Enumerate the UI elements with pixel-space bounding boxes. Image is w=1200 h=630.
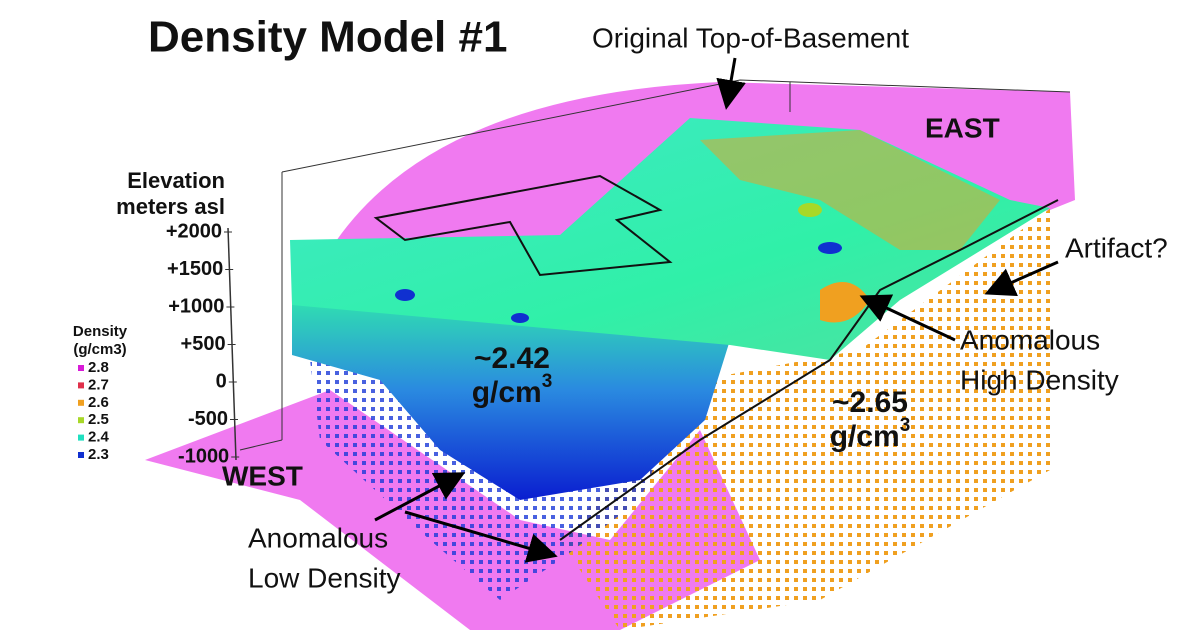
direction-label: EAST — [925, 112, 1000, 143]
annotation: Anomalous — [248, 522, 388, 553]
basement-profile — [559, 199, 1059, 541]
slab-front — [292, 300, 730, 500]
legend-title: (g/cm3) — [73, 341, 126, 358]
tick-label: -500 — [188, 408, 228, 430]
anomaly-patch — [700, 130, 1000, 250]
tick-label: +2000 — [166, 220, 222, 242]
tick-label: -1000 — [178, 445, 229, 467]
legend-swatch — [78, 365, 84, 371]
low-anomaly — [798, 203, 822, 217]
legend: 2.82.72.62.52.42.3 — [78, 359, 110, 463]
legend-label: 2.8 — [88, 359, 109, 376]
high-density-block — [560, 205, 1055, 630]
legend-label: 2.4 — [88, 429, 110, 446]
legend-swatch — [78, 399, 84, 406]
legend-swatch — [78, 417, 84, 424]
survey-outline — [373, 174, 673, 277]
annotation: Artifact? — [1065, 232, 1168, 263]
low-anomaly — [511, 313, 529, 323]
density-labels: ~2.42g/cm3~2.65g/cm3 — [472, 342, 911, 453]
legend-label: 2.5 — [88, 411, 109, 428]
legend-label: 2.7 — [88, 376, 109, 393]
low-anomaly — [818, 242, 842, 254]
title: Density Model #1 — [148, 13, 507, 62]
annotation: Anomalous — [960, 324, 1100, 355]
low-anomaly — [395, 289, 415, 301]
legend-title: Density — [73, 323, 128, 340]
legend-swatch — [78, 382, 84, 389]
legend-label: 2.6 — [88, 394, 109, 411]
annotation: Original Top-of-Basement — [592, 22, 909, 53]
direction-label: WEST — [222, 460, 303, 491]
high-anomaly — [820, 282, 870, 323]
unit: g/cm — [472, 376, 542, 409]
unit: g/cm — [830, 420, 900, 453]
legend-swatch — [78, 452, 84, 458]
density-unit: g/cm3 — [472, 371, 553, 409]
legend-label: 2.3 — [88, 446, 109, 463]
tick-label: 0 — [216, 370, 227, 392]
arrows — [374, 57, 1059, 563]
density-unit: g/cm3 — [830, 415, 911, 453]
tick-label: +500 — [181, 333, 226, 355]
tick-label: +1000 — [168, 295, 224, 317]
density-value: ~2.42 — [474, 342, 550, 375]
density-value: ~2.65 — [832, 386, 908, 419]
annotation: Low Density — [248, 562, 401, 593]
axis-ticks: +2000 +1500 +1000 +500 0 -500 -1000 — [166, 220, 240, 467]
tick-label: +1500 — [167, 258, 223, 280]
annotation: High Density — [960, 364, 1119, 395]
axis-label: Elevation — [127, 168, 225, 193]
unit-exponent: 3 — [900, 415, 911, 436]
axis-label: meters asl — [116, 194, 225, 219]
unit-exponent: 3 — [542, 371, 553, 392]
legend-swatch — [78, 434, 84, 441]
